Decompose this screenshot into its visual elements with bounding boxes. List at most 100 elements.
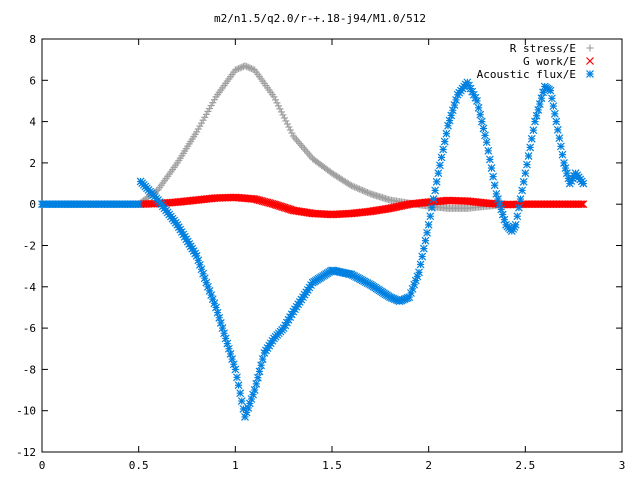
data-point <box>204 282 212 291</box>
data-point <box>427 203 436 212</box>
data-point <box>476 110 485 119</box>
data-point <box>274 102 282 110</box>
legend-marker <box>586 57 594 65</box>
data-point <box>213 308 222 317</box>
data-point <box>555 134 564 143</box>
data-point <box>273 99 281 107</box>
data-point <box>561 164 570 172</box>
data-point <box>228 355 237 363</box>
data-point <box>212 303 220 312</box>
data-point <box>276 105 284 113</box>
data-point <box>426 212 435 221</box>
x-tick-label: 3 <box>619 459 626 472</box>
data-point <box>549 102 558 111</box>
data-point <box>479 124 488 133</box>
y-axis: -12 -10 -8 -6 -4 -2 0 2 4 6 8 <box>16 33 622 459</box>
data-point <box>247 395 256 403</box>
data-point <box>432 177 441 186</box>
data-point <box>250 386 259 394</box>
data-point <box>440 137 449 146</box>
data-point <box>429 195 438 203</box>
data-point <box>270 93 278 101</box>
data-point <box>418 252 427 261</box>
y-tick-label: -2 <box>23 240 36 253</box>
data-point <box>241 412 249 421</box>
data-point <box>484 146 493 155</box>
data-point <box>416 260 425 269</box>
data-point <box>223 339 232 348</box>
data-point <box>437 153 446 162</box>
data-point <box>498 210 507 219</box>
data-point <box>537 94 546 103</box>
x-tick-label: 1.5 <box>322 459 342 472</box>
data-point <box>220 329 228 338</box>
y-tick-label: -12 <box>16 446 36 459</box>
data-point <box>519 177 528 186</box>
data-point <box>550 109 559 118</box>
data-point <box>482 138 491 147</box>
data-point <box>579 179 588 188</box>
y-tick-label: 2 <box>29 157 36 170</box>
data-point <box>218 324 227 333</box>
data-point <box>197 265 206 274</box>
data-point <box>500 215 509 224</box>
data-point <box>423 228 431 237</box>
data-point <box>489 172 498 181</box>
x-tick-label: 0 <box>39 459 46 472</box>
data-point <box>431 186 440 195</box>
data-point <box>473 97 481 105</box>
data-point <box>236 389 245 398</box>
data-point <box>485 155 494 164</box>
legend-label: G work/E <box>523 55 576 68</box>
data-point <box>556 142 565 151</box>
data-point <box>280 114 288 122</box>
data-point <box>252 379 261 388</box>
data-point <box>495 200 504 209</box>
y-tick-label: -8 <box>23 363 36 376</box>
data-point <box>354 184 362 192</box>
data-point <box>529 126 538 135</box>
data-point <box>490 181 499 190</box>
data-point <box>424 220 433 229</box>
data-point <box>421 236 430 245</box>
data-point <box>531 117 539 126</box>
y-tick-label: 0 <box>29 198 36 211</box>
data-point <box>241 62 249 70</box>
data-point <box>238 63 246 71</box>
data-point <box>534 105 543 114</box>
data-point <box>249 390 257 399</box>
data-point <box>282 117 290 125</box>
series-0 <box>135 62 510 212</box>
data-point <box>244 404 253 412</box>
data-point <box>235 65 243 73</box>
data-point <box>445 116 454 125</box>
data-point <box>244 63 252 71</box>
data-point <box>579 200 588 209</box>
data-point <box>494 195 502 203</box>
data-point <box>283 120 291 128</box>
y-tick-label: -6 <box>23 322 36 335</box>
legend-label: Acoustic flux/E <box>477 68 576 81</box>
data-point <box>236 64 244 72</box>
data-point <box>221 334 230 343</box>
data-point <box>560 158 568 167</box>
x-tick-label: 0.5 <box>129 459 149 472</box>
data-point <box>436 161 444 170</box>
data-point <box>234 381 243 390</box>
data-point <box>487 164 496 172</box>
x-tick-label: 1 <box>232 459 239 472</box>
y-tick-label: -10 <box>16 405 36 418</box>
data-point <box>546 86 555 95</box>
data-point <box>518 186 527 195</box>
data-point <box>497 205 506 214</box>
data-point <box>246 64 254 72</box>
data-point <box>247 65 255 73</box>
data-point <box>362 188 370 196</box>
data-point <box>514 203 523 212</box>
data-point <box>363 188 371 196</box>
data-point <box>477 117 486 126</box>
x-tick-label: 2.5 <box>515 459 535 472</box>
